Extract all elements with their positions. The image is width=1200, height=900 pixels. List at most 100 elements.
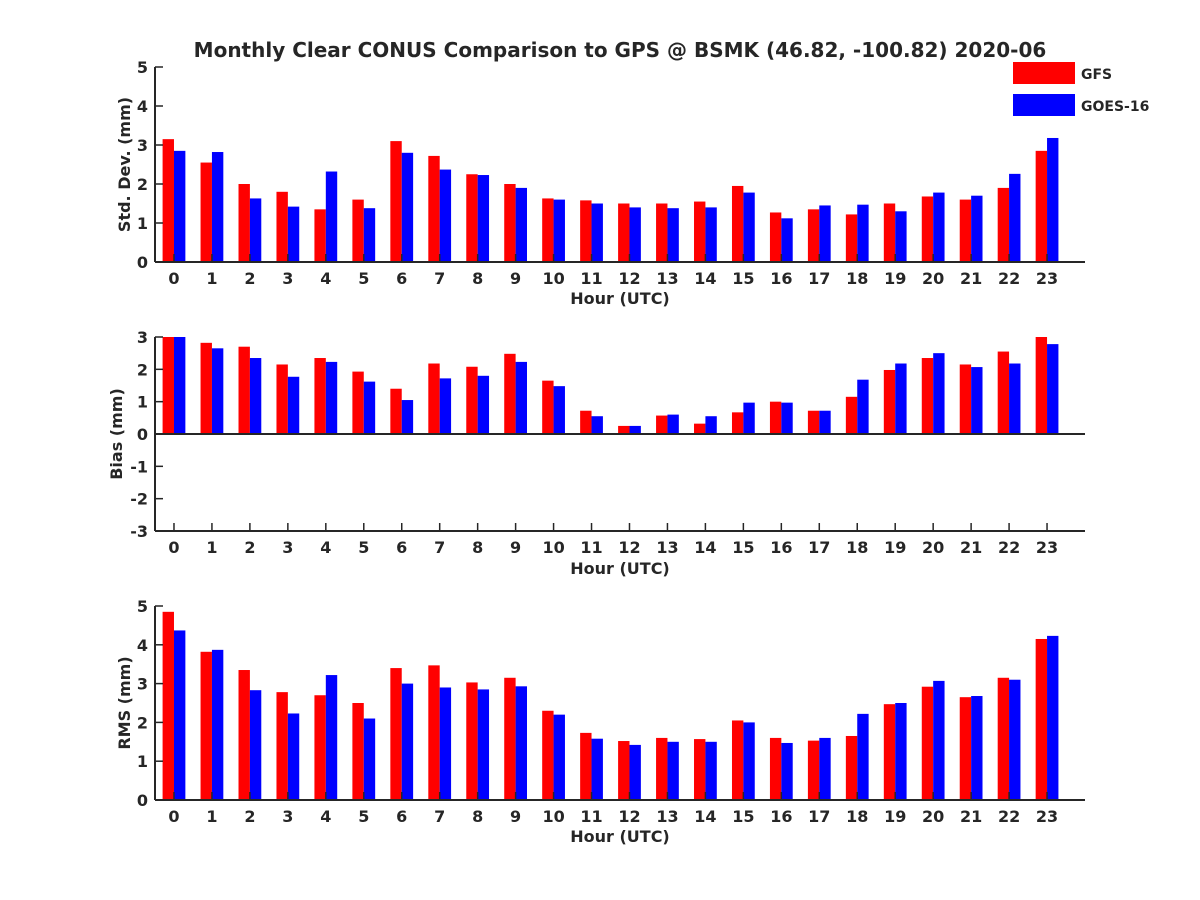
x-tick-label: 8: [472, 269, 483, 288]
bar-gfs-hour-12: [618, 203, 630, 262]
x-tick-label: 7: [434, 269, 445, 288]
bar-gfs-hour-20: [921, 686, 934, 800]
bar-gfs-hour-6: [390, 668, 402, 800]
bar-goes16-hour-18: [857, 713, 869, 800]
bar-gfs-hour-22: [997, 677, 1010, 800]
bar-gfs-hour-9: [504, 184, 516, 262]
bar-goes16-hour-15: [743, 192, 755, 262]
y-tick-label: -1: [130, 457, 148, 476]
legend-label-goes16: GOES-16: [1081, 99, 1149, 115]
bar-goes16-hour-16: [781, 402, 793, 434]
bar-gfs-hour-22: [997, 351, 1010, 434]
bar-gfs-hour-2: [238, 346, 250, 434]
bar-gfs-hour-3: [276, 364, 288, 434]
bar-gfs-hour-15: [731, 185, 744, 262]
x-tick-label: 4: [320, 538, 331, 557]
bar-goes16-hour-20: [933, 192, 945, 262]
y-tick-label: -2: [130, 490, 148, 509]
bar-goes16-hour-23: [1047, 344, 1059, 434]
bar-gfs-hour-0: [162, 337, 174, 434]
x-tick-label: 10: [542, 538, 564, 557]
x-tick-label: 7: [434, 538, 445, 557]
bar-goes16-hour-8: [477, 175, 490, 262]
bar-goes16-hour-0: [173, 337, 186, 434]
legend-swatch-goes16: [1013, 94, 1075, 116]
x-tick-label: 22: [998, 538, 1020, 557]
x-tick-label: 21: [960, 807, 982, 826]
bar-goes16-hour-18: [857, 204, 869, 262]
bar-gfs-hour-17: [807, 740, 820, 800]
bar-gfs-hour-16: [769, 737, 782, 800]
bar-goes16-hour-22: [1009, 679, 1021, 800]
y-tick-label: 2: [137, 713, 148, 732]
bar-goes16-hour-5: [363, 208, 376, 262]
bar-goes16-hour-6: [401, 152, 414, 262]
bar-gfs-hour-7: [428, 363, 440, 434]
bar-goes16-hour-13: [667, 741, 679, 800]
x-tick-label: 11: [580, 269, 602, 288]
bar-gfs-hour-14: [694, 423, 706, 434]
bar-goes16-hour-3: [287, 206, 300, 262]
bar-goes16-hour-14: [705, 741, 717, 800]
bar-gfs-hour-3: [276, 692, 288, 800]
bar-goes16-hour-23: [1047, 137, 1059, 262]
y-tick-label: 0: [137, 425, 148, 444]
y-tick-label: 2: [137, 360, 148, 379]
x-tick-label: 7: [434, 807, 445, 826]
y-tick-label: 3: [137, 136, 148, 155]
x-tick-label: 16: [770, 807, 792, 826]
x-tick-label: 8: [472, 538, 483, 557]
bar-gfs-hour-11: [580, 200, 592, 262]
bar-goes16-hour-17: [819, 205, 831, 262]
x-tick-label: 13: [656, 269, 678, 288]
x-tick-label: 16: [770, 538, 792, 557]
bar-gfs-hour-14: [694, 739, 706, 800]
bar-gfs-hour-5: [352, 199, 364, 262]
bar-goes16-hour-0: [173, 150, 186, 262]
bar-goes16-hour-11: [591, 738, 603, 800]
bar-gfs-hour-20: [921, 196, 934, 262]
bar-gfs-hour-18: [845, 214, 858, 262]
x-tick-label: 15: [732, 538, 754, 557]
x-tick-label: 6: [396, 269, 407, 288]
bar-gfs-hour-1: [200, 651, 212, 800]
bar-gfs-hour-6: [390, 388, 402, 434]
x-tick-label: 14: [694, 807, 716, 826]
bar-goes16-hour-21: [971, 195, 983, 262]
bar-goes16-hour-2: [249, 198, 262, 262]
bar-goes16-hour-9: [515, 361, 527, 434]
x-tick-label: 20: [922, 538, 944, 557]
bar-goes16-hour-4: [325, 171, 338, 262]
x-tick-label: 23: [1036, 807, 1058, 826]
bar-goes16-hour-16: [781, 742, 793, 800]
x-tick-label: 6: [396, 807, 407, 826]
bar-goes16-hour-21: [971, 367, 983, 434]
legend: GFS GOES-16: [1013, 62, 1149, 116]
bar-goes16-hour-11: [591, 203, 603, 262]
bar-gfs-hour-14: [694, 201, 706, 262]
x-tick-label: 5: [358, 807, 369, 826]
x-tick-label: 18: [846, 807, 868, 826]
bar-gfs-hour-13: [656, 737, 668, 800]
x-tick-label: 11: [580, 807, 602, 826]
x-tick-label: 19: [884, 807, 906, 826]
bar-gfs-hour-19: [883, 203, 896, 262]
bar-gfs-hour-22: [997, 187, 1010, 262]
bar-goes16-hour-8: [477, 689, 490, 800]
bar-gfs-hour-18: [845, 396, 858, 434]
x-axis-label: Hour (UTC): [570, 289, 670, 308]
x-tick-label: 3: [282, 538, 293, 557]
bar-goes16-hour-17: [819, 737, 831, 800]
bar-gfs-hour-16: [769, 212, 782, 262]
y-tick-label: -3: [130, 522, 148, 541]
x-tick-label: 9: [510, 807, 521, 826]
bar-goes16-hour-2: [249, 690, 262, 800]
x-tick-label: 2: [244, 269, 255, 288]
bar-goes16-hour-8: [477, 375, 490, 434]
x-tick-label: 11: [580, 538, 602, 557]
bar-goes16-hour-5: [363, 381, 376, 434]
x-tick-label: 5: [358, 269, 369, 288]
x-tick-label: 16: [770, 269, 792, 288]
bar-goes16-hour-19: [895, 363, 907, 434]
